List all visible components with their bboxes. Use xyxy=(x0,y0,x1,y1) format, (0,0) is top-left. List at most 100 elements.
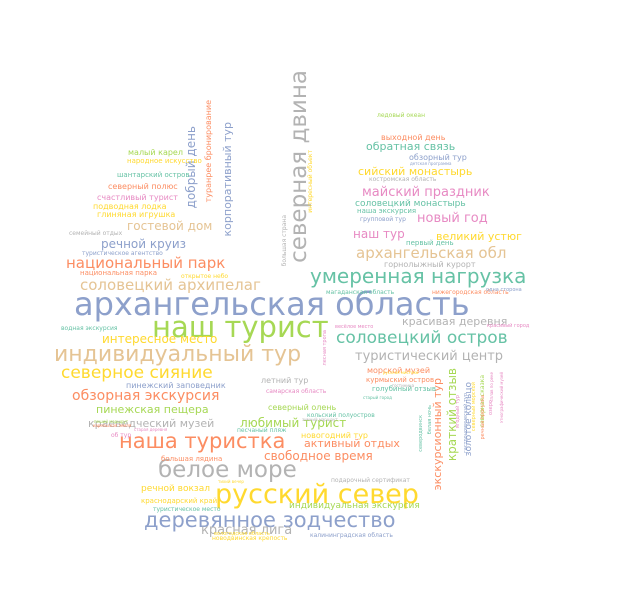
cloud-word: туристическое место xyxy=(153,506,221,513)
cloud-word: любимый турист xyxy=(240,416,347,430)
cloud-word: детская программа xyxy=(410,161,452,166)
cloud-word: большая страна xyxy=(281,215,288,267)
cloud-word: пинежская пещера xyxy=(96,403,209,416)
cloud-word: об тур xyxy=(111,432,132,439)
cloud-word: русский север xyxy=(215,479,419,510)
cloud-word: соловецкий архипелаг xyxy=(80,276,261,294)
cloud-word: групповой тур xyxy=(360,216,406,223)
cloud-word: глиняная игрушка xyxy=(97,210,176,219)
cloud-word: майский праздник xyxy=(362,185,490,200)
cloud-word: кольский полуостров xyxy=(307,412,375,419)
cloud-word: корпоративный тур xyxy=(221,122,234,237)
cloud-word: сийский монастырь xyxy=(358,165,473,178)
cloud-word: костромская область xyxy=(369,176,437,183)
cloud-word: пеший маршрут xyxy=(94,419,129,424)
cloud-word: красивая деревня xyxy=(402,315,508,328)
cloud-word: национальный парк xyxy=(66,254,226,272)
cloud-word: весёлое место xyxy=(335,324,374,330)
cloud-word: деревянное зодчество xyxy=(144,508,396,532)
cloud-word: магаданская область xyxy=(326,289,395,296)
cloud-word: калининградская область xyxy=(310,532,393,539)
cloud-word: наша туристка xyxy=(119,429,286,453)
cloud-word: белое море xyxy=(158,457,297,483)
cloud-word: лесная тропа xyxy=(322,330,328,366)
cloud-word: счастливый турист xyxy=(97,193,178,202)
cloud-word: тихий вечер xyxy=(218,479,244,484)
cloud-word: новый год xyxy=(417,211,488,226)
cloud-word: северный полюс xyxy=(108,182,178,191)
cloud-word: выходной день xyxy=(381,133,446,142)
cloud-word: северодвинск xyxy=(418,415,424,452)
cloud-word: народное искусство xyxy=(127,157,202,165)
cloud-word: подарочный сертификат xyxy=(331,477,410,484)
cloud-word: архангельская обл xyxy=(356,244,507,262)
cloud-word: туристический центр xyxy=(355,349,504,364)
cloud-word: индивидуальный тур xyxy=(54,342,302,367)
cloud-word: добрый день xyxy=(184,126,198,209)
cloud-word: горнолыжный курорт xyxy=(384,260,476,269)
cloud-word: обзорная экскурсия xyxy=(72,388,220,404)
cloud-word: обратная связь xyxy=(366,140,456,153)
cloud-word: нижегородская область xyxy=(432,289,509,296)
cloud-word: краснодарский край xyxy=(141,497,218,505)
cloud-word: обзорный тур xyxy=(409,153,467,162)
cloud-word: наша экскурсия xyxy=(357,207,417,215)
cloud-word: старый город xyxy=(363,395,392,400)
cloud-word: интересное место xyxy=(102,332,218,346)
cloud-word: летний тур xyxy=(261,376,309,385)
cloud-word: речной круиз xyxy=(101,237,187,251)
cloud-word: северный олень xyxy=(268,403,337,412)
cloud-word: национальная парка xyxy=(80,269,158,277)
cloud-word: архангельская область xyxy=(74,285,470,323)
cloud-word: гостевой дом xyxy=(127,219,213,233)
cloud-word: речной вокзал xyxy=(141,484,210,494)
cloud-word: этнографический музей xyxy=(499,372,504,424)
cloud-word: открытое небо xyxy=(181,273,229,280)
cloud-word: курмыский остров xyxy=(366,376,435,384)
cloud-word: туристическое агентство xyxy=(82,250,163,257)
cloud-word: наш тур xyxy=(353,227,405,241)
cloud-word: индивидуальная экскурсия xyxy=(289,501,420,511)
cloud-word: соловецкий монастырь xyxy=(355,199,466,209)
cloud-word: активный отдых xyxy=(304,437,400,450)
cloud-word: красивый город xyxy=(487,323,530,329)
cloud-word: экскурсионный тур xyxy=(431,378,444,491)
cloud-word: речная прогулка xyxy=(480,395,486,440)
cloud-word: большая лядина xyxy=(161,455,223,463)
cloud-word: соловецкий остров xyxy=(336,328,508,348)
cloud-word: зимний маршрут xyxy=(302,417,338,422)
cloud-word: умеренная нагрузка xyxy=(310,264,527,288)
cloud-word: гостиница xyxy=(392,383,415,388)
cloud-word: белая ночь xyxy=(427,405,433,435)
cloud-word: водная экскурсия xyxy=(61,325,118,332)
cloud-word: новогодний тур xyxy=(301,431,369,440)
cloud-word: озеро xyxy=(488,400,494,416)
cloud-word: северное сияние xyxy=(61,363,213,383)
cloud-word: наш турист xyxy=(152,310,329,344)
cloud-word: северный морской xyxy=(471,382,477,432)
cloud-word: вологодская область xyxy=(214,531,270,537)
cloud-word: туранрее бронирование xyxy=(204,100,213,203)
cloud-word: карельская земля xyxy=(93,423,132,428)
cloud-word: ягодный тур xyxy=(455,395,461,429)
cloud-word: семейный отдых xyxy=(69,230,123,237)
cloud-word: интересный объект xyxy=(307,150,314,213)
cloud-word: гастрономический тур xyxy=(463,393,469,453)
cloud-word: старая деревня xyxy=(134,427,168,432)
cloud-word: первый день xyxy=(406,239,454,247)
cloud-word: ледовый океан xyxy=(377,112,426,119)
cloud-word: самарская область xyxy=(266,388,327,395)
cloud-word: красная лига xyxy=(201,523,293,538)
cloud-word: малый карел xyxy=(128,148,183,157)
cloud-word: подводная лодка xyxy=(93,202,167,211)
cloud-word: великий устюг xyxy=(436,230,522,243)
cloud-word: краеведческий музей xyxy=(88,417,215,430)
cloud-word: морской музей xyxy=(367,366,431,375)
cloud-word: сплав по реке xyxy=(489,372,494,402)
cloud-word: пинежский заповедник xyxy=(126,381,226,390)
cloud-word: русская мистика xyxy=(383,370,419,375)
cloud-word: свободное время xyxy=(264,449,373,463)
cloud-word: новодвинская крепость xyxy=(212,535,288,542)
cloud-word: голубиный отзыв xyxy=(372,385,437,393)
